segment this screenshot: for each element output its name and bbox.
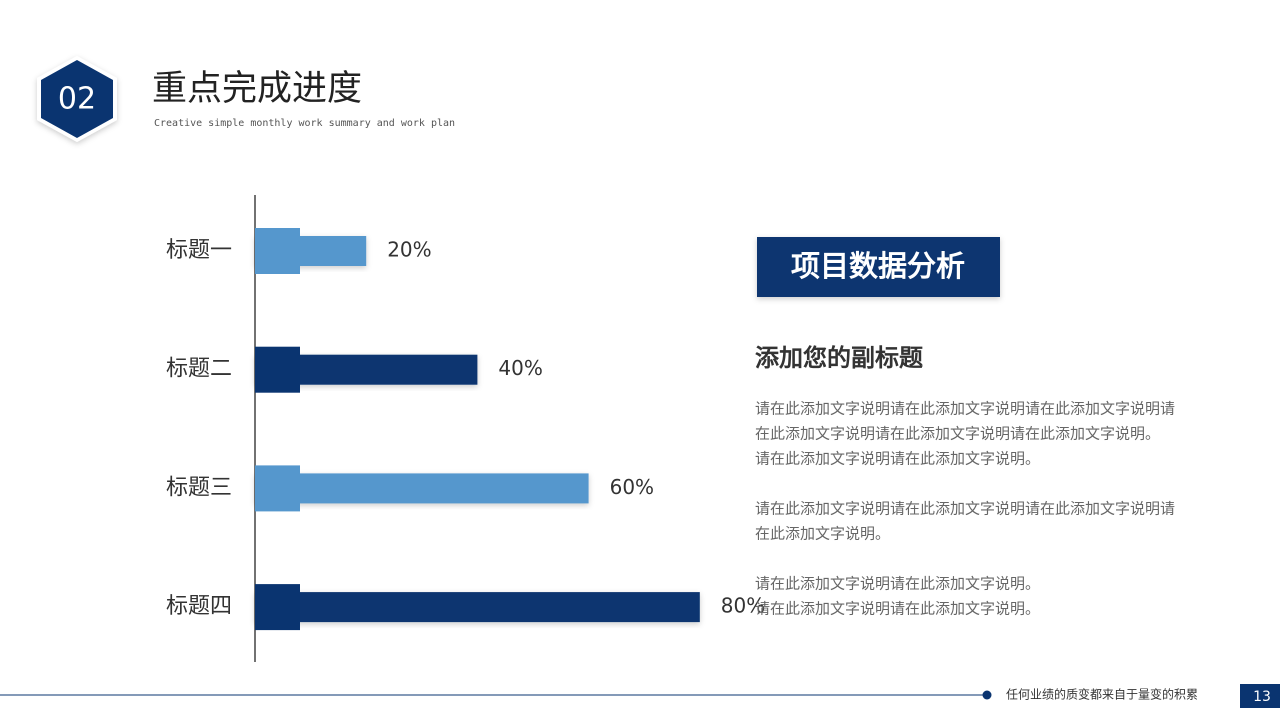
- paragraph-line: 在此添加文字说明请在此添加文字说明请在此添加文字说明。: [755, 425, 1160, 443]
- section-number: 02: [58, 82, 96, 117]
- bar-cap: [255, 228, 300, 274]
- bar-cap: [255, 465, 300, 512]
- panel-heading: 项目数据分析: [791, 249, 965, 283]
- paragraph-line: 请在此添加文字说明请在此添加文字说明请在此添加文字说明请: [755, 500, 1175, 518]
- panel-subheading: 添加您的副标题: [755, 344, 923, 372]
- paragraph-line: 请在此添加文字说明请在此添加文字说明。: [755, 600, 1040, 618]
- bar: [255, 592, 700, 623]
- bar-cap: [255, 584, 300, 631]
- panel-heading-box: [757, 237, 1000, 297]
- category-label: 标题四: [166, 594, 232, 619]
- value-label: 80%: [721, 594, 765, 618]
- footer-dot: [982, 690, 992, 700]
- paragraph-line: 请在此添加文字说明请在此添加文字说明请在此添加文字说明请: [755, 400, 1175, 418]
- category-label: 标题一: [166, 238, 232, 263]
- hexagon: [41, 60, 113, 138]
- value-label: 60%: [610, 475, 654, 499]
- paragraph-line: 请在此添加文字说明请在此添加文字说明。: [755, 450, 1040, 468]
- paragraphs: 请在此添加文字说明请在此添加文字说明请在此添加文字说明请在此添加文字说明请在此添…: [755, 400, 1175, 618]
- page-number: 13: [1253, 689, 1271, 705]
- paragraph-line: 请在此添加文字说明请在此添加文字说明。: [755, 575, 1040, 593]
- value-label: 40%: [498, 356, 542, 380]
- value-label: 20%: [387, 238, 431, 262]
- chart: 标题一 20% 标题二 40% 标题三 60% 标题四 80%: [166, 228, 765, 631]
- title: 重点完成进度: [152, 69, 362, 109]
- bar-cap: [255, 346, 300, 393]
- bar: [255, 473, 589, 504]
- category-label: 标题三: [166, 475, 232, 500]
- paragraph-line: 在此添加文字说明。: [755, 525, 890, 543]
- footer-slogan: 任何业绩的质变都来自于量变的积累: [1006, 687, 1198, 702]
- subtitle: Creative simple monthly work summary and…: [154, 118, 455, 129]
- category-label: 标题二: [166, 357, 232, 382]
- page-box: [1240, 684, 1280, 708]
